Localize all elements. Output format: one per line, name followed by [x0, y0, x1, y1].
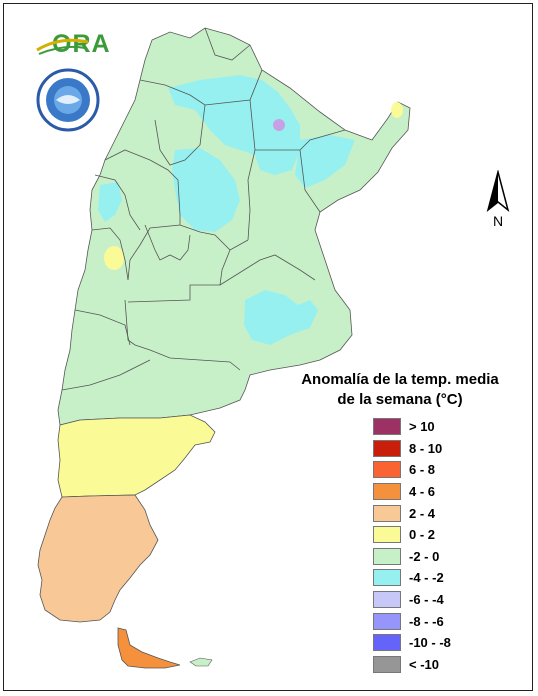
- legend-item: 2 - 4: [373, 502, 451, 524]
- legend-label: 8 - 10: [409, 440, 443, 456]
- north-arrow-icon: N: [486, 170, 510, 229]
- legend-swatch: [373, 591, 401, 609]
- legend-item: < -10: [373, 654, 451, 676]
- legend-label: 0 - 2: [409, 527, 436, 543]
- legend-item: 6 - 8: [373, 459, 451, 481]
- map-frame: [3, 3, 533, 691]
- ora-logo-text: ORA: [52, 30, 111, 58]
- legend-label: > 10: [409, 419, 435, 435]
- legend-item: 4 - 6: [373, 481, 451, 503]
- legend-swatch: [373, 461, 401, 479]
- legend-title-line1: Anomalía de la temp. media: [301, 371, 499, 388]
- legend-list: > 10 8 - 10 6 - 8 4 - 6 2 - 4 0 - 2 -2 - 0 -4 -…: [373, 416, 451, 675]
- legend-label: -2 - 0: [409, 548, 440, 564]
- legend-label: -4 - -2: [409, 570, 444, 586]
- islands-hint: [189, 657, 213, 667]
- region-patagonia-yellow: [57, 414, 216, 498]
- blob-north-lilac: [273, 119, 285, 131]
- blob-centre-cyan: [172, 148, 240, 232]
- legend-swatch: [373, 483, 401, 501]
- ora-logo-swoosh-icon: [36, 38, 89, 55]
- legend-item: -10 - -8: [373, 632, 451, 654]
- legend-item: -8 - -6: [373, 610, 451, 632]
- legend-swatch: [373, 612, 401, 630]
- legend-label: -8 - -6: [409, 613, 444, 629]
- legend-swatch: [373, 504, 401, 522]
- legend: Anomalía de la temp. media de la semana …: [290, 370, 499, 673]
- legend-label: -10 - -8: [409, 635, 451, 651]
- legend-swatch: [373, 655, 401, 673]
- legend-item: 0 - 2: [373, 524, 451, 546]
- legend-item: -4 - -2: [373, 567, 451, 589]
- legend-swatch: [373, 569, 401, 587]
- legend-label: 2 - 4: [409, 505, 436, 521]
- blob-northeast-cyan: [295, 135, 355, 188]
- legend-label: 4 - 6: [409, 484, 436, 500]
- blob-pampas-cyan: [244, 290, 318, 345]
- legend-swatch: [373, 547, 401, 565]
- north-arrow-label: N: [493, 213, 503, 229]
- legend-swatch: [373, 439, 401, 457]
- legend-label: -6 - -4: [409, 592, 444, 608]
- region-tierra-del-fuego: [117, 627, 181, 669]
- legend-item: 8 - 10: [373, 438, 451, 460]
- legend-title-line2: de la semana (°C): [337, 391, 463, 408]
- blob-west-yellow: [104, 246, 124, 270]
- legend-item: > 10: [373, 416, 451, 438]
- smn-seal-icon: [36, 68, 100, 132]
- legend-swatch: [373, 418, 401, 436]
- region-patagonia-peach: [37, 494, 159, 623]
- blob-misiones-yellow: [391, 102, 403, 118]
- legend-label: < -10: [409, 656, 439, 672]
- blob-west-cyan: [98, 182, 122, 222]
- province-borders: [61, 27, 346, 391]
- legend-swatch: [373, 526, 401, 544]
- region-north-central: [57, 27, 411, 426]
- legend-label: 6 - 8: [409, 462, 436, 478]
- legend-item: -6 - -4: [373, 589, 451, 611]
- legend-item: -2 - 0: [373, 546, 451, 568]
- legend-swatch: [373, 634, 401, 652]
